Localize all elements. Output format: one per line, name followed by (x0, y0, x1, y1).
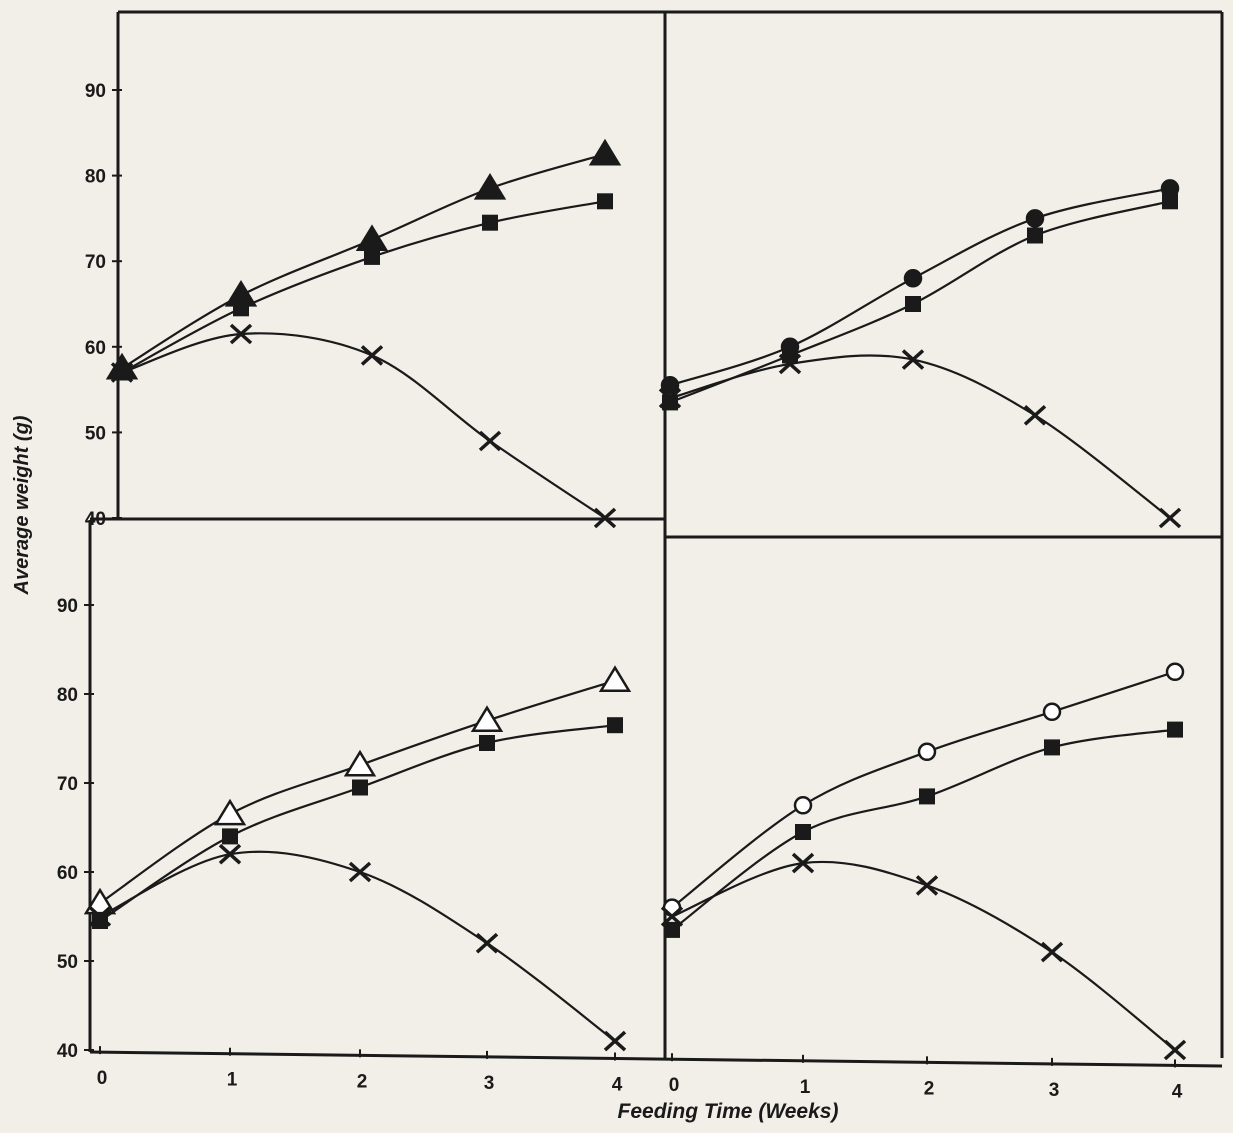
series-line-bottom-left-cross (99, 850, 616, 1042)
x-tick-label-bottom-left-0: 0 (97, 1068, 108, 1089)
x-tick-label-bottom-right-3: 3 (1049, 1080, 1060, 1101)
data-point-bottom-right-filled-square-2 (919, 788, 935, 805)
y-tick-label-upper-90: 90 (85, 81, 106, 102)
data-point-bottom-right-cross-2 (915, 875, 939, 896)
data-point-top-right-filled-circle-2 (903, 269, 923, 288)
y-tick-label-lower-50: 50 (57, 952, 78, 973)
data-point-top-right-filled-circle-0 (660, 376, 680, 395)
data-point-top-left-filled-square-4 (597, 193, 613, 210)
data-point-top-right-filled-square-4 (1162, 193, 1178, 210)
frame-bottom (89, 1050, 1223, 1068)
data-point-top-right-filled-square-3 (1027, 227, 1043, 244)
x-tick-label-bottom-right-2: 2 (924, 1078, 935, 1099)
data-point-bottom-right-cross-3 (1040, 941, 1064, 963)
data-point-bottom-left-open-triangle-1 (213, 798, 247, 826)
data-point-bottom-right-cross-1 (791, 852, 815, 874)
data-point-top-left-cross-0 (110, 362, 134, 383)
data-point-bottom-right-open-circle-1 (793, 796, 813, 815)
y-tick-label-upper-70: 70 (85, 252, 106, 273)
data-point-bottom-left-cross-2 (348, 861, 372, 883)
data-point-bottom-left-cross-0 (88, 906, 112, 927)
x-axis-label: Feeding Time (Weeks) (618, 1100, 839, 1123)
series-line-top-left-filled-triangle (121, 153, 606, 370)
x-tick-label-bottom-left-3: 3 (484, 1073, 495, 1094)
data-point-top-left-cross-4 (593, 507, 617, 529)
x-tick-label-bottom-right-0: 0 (669, 1075, 680, 1096)
data-point-top-right-filled-square-2 (905, 296, 921, 312)
data-point-bottom-right-filled-square-0 (664, 921, 680, 938)
data-point-top-left-filled-square-1 (233, 300, 249, 317)
x-tick-label-bottom-left-2: 2 (357, 1071, 368, 1092)
y-tick-label-lower-70: 70 (57, 774, 78, 795)
y-tick-label-upper-60: 60 (85, 338, 106, 359)
data-point-bottom-left-filled-square-1 (222, 828, 238, 845)
data-point-top-left-cross-3 (478, 430, 502, 452)
data-point-bottom-right-cross-4 (1163, 1039, 1187, 1061)
data-point-bottom-right-filled-square-4 (1167, 721, 1183, 738)
data-point-top-right-cross-3 (1023, 404, 1047, 426)
data-point-top-right-cross-2 (901, 349, 925, 370)
data-point-top-right-filled-circle-3 (1025, 209, 1045, 228)
data-point-bottom-left-open-triangle-2 (343, 749, 377, 777)
y-tick-label-lower-40: 40 (57, 1041, 78, 1062)
data-point-top-right-filled-square-0 (662, 394, 678, 411)
data-point-bottom-left-cross-1 (218, 843, 242, 865)
data-point-bottom-left-cross-3 (475, 932, 499, 954)
data-point-bottom-right-open-circle-4 (1165, 662, 1185, 682)
x-tick-label-bottom-left-4: 4 (612, 1074, 623, 1095)
data-point-bottom-right-open-circle-2 (917, 742, 937, 762)
data-point-top-left-filled-triangle-4 (588, 138, 622, 166)
data-point-top-left-filled-triangle-2 (355, 224, 389, 252)
data-point-bottom-right-open-circle-3 (1042, 702, 1062, 722)
y-tick-label-lower-60: 60 (57, 863, 78, 884)
data-point-top-right-cross-1 (778, 353, 802, 375)
y-tick-label-lower-80: 80 (57, 685, 78, 706)
data-point-bottom-left-cross-4 (603, 1030, 627, 1052)
data-point-bottom-right-filled-square-3 (1044, 739, 1060, 756)
data-point-bottom-left-filled-square-2 (352, 779, 368, 796)
data-point-top-left-cross-2 (360, 345, 384, 366)
series-line-top-right-cross (669, 354, 1171, 519)
x-tick-label-bottom-right-1: 1 (800, 1077, 811, 1098)
y-tick-label-lower-90: 90 (57, 596, 78, 617)
y-axis-label: Average weight (g) (11, 415, 33, 595)
data-point-bottom-left-filled-square-0 (92, 913, 108, 929)
data-point-bottom-left-filled-square-4 (607, 717, 623, 734)
data-point-top-left-filled-square-3 (482, 214, 498, 231)
data-point-bottom-left-filled-square-3 (479, 735, 495, 751)
data-point-bottom-left-open-triangle-3 (470, 705, 504, 732)
data-point-top-right-cross-0 (658, 387, 682, 409)
y-tick-label-upper-80: 80 (85, 167, 106, 188)
y-tick-label-upper-50: 50 (85, 423, 106, 444)
data-point-top-left-cross-1 (229, 323, 253, 345)
data-point-bottom-left-open-triangle-4 (598, 665, 632, 692)
data-point-bottom-right-filled-square-1 (795, 824, 811, 840)
x-tick-label-bottom-left-1: 1 (227, 1070, 238, 1091)
data-point-top-left-filled-square-2 (364, 248, 380, 265)
data-point-top-right-cross-4 (1158, 507, 1182, 529)
y-tick-label-upper-40: 40 (85, 509, 106, 530)
data-point-bottom-right-cross-0 (660, 906, 684, 927)
x-tick-label-bottom-right-4: 4 (1172, 1081, 1183, 1102)
data-point-top-left-filled-triangle-3 (473, 172, 507, 200)
